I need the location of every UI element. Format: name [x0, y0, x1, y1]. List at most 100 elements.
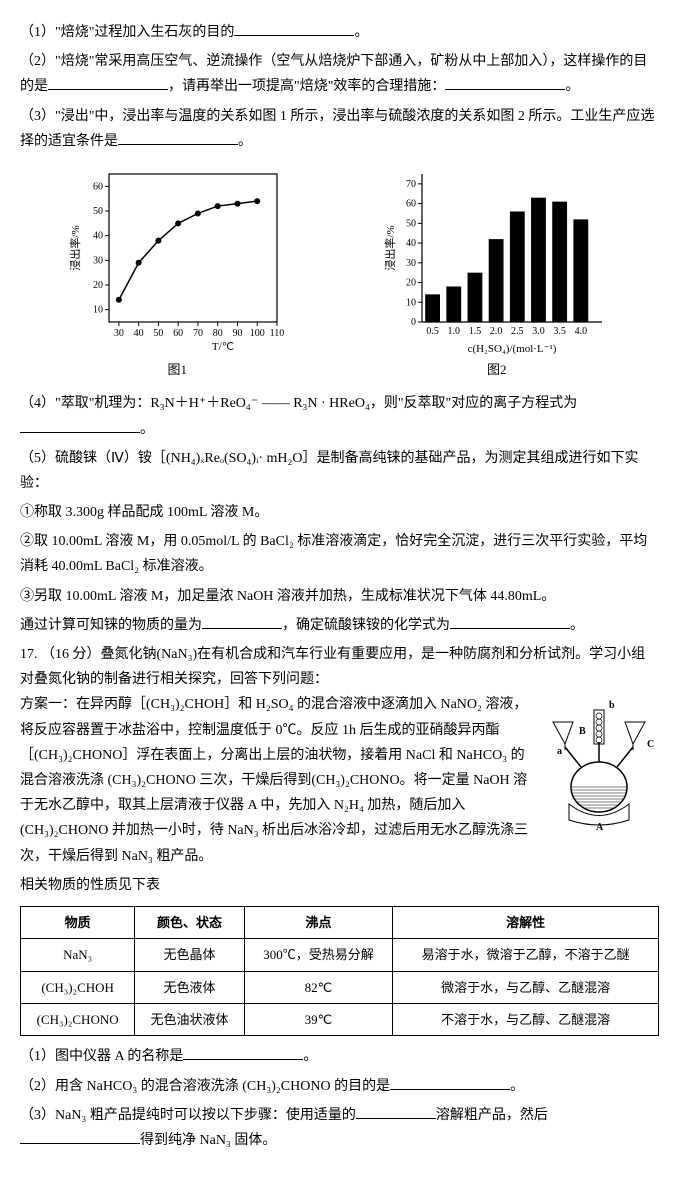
svg-text:50: 50: [154, 328, 164, 339]
question-5: （5）硫酸铼（Ⅳ）铵［(NH₄)ₓReₒ(SO₄)ᵢ· mH₂O］是制备高纯铼的…: [20, 446, 659, 496]
q17-3-blank2[interactable]: [20, 1129, 140, 1144]
table-row: (CH₃)₂CHOH无色液体82℃微溶于水，与乙醇、乙醚混溶: [21, 971, 659, 1003]
table-cell: 易溶于水，微溶于乙醇，不溶于乙醚: [393, 939, 659, 971]
svg-text:110: 110: [270, 328, 285, 339]
q4-blank[interactable]: [20, 418, 140, 433]
svg-text:100: 100: [250, 328, 265, 339]
table-header: 溶解性: [393, 906, 659, 938]
q17-scheme: 方案一：在异丙醇［(CH₃)₂CHOH］和 H₂SO₄ 的混合溶液中逐滴加入 N…: [20, 697, 528, 863]
q5-step3: ③另取 10.00mL 溶液 M，加足量浓 NaOH 溶液并加热，生成标准状况下…: [20, 584, 659, 609]
table-cell: 无色晶体: [135, 939, 244, 971]
svg-text:3.5: 3.5: [553, 326, 566, 337]
fig1-label: 图1: [167, 358, 187, 381]
svg-text:10: 10: [406, 297, 416, 308]
svg-text:40: 40: [93, 231, 103, 242]
table-cell: (CH₃)₂CHOH: [21, 971, 135, 1003]
question-1: （1）"焙烧"过程加入生石灰的目的。: [20, 20, 659, 45]
svg-text:b: b: [609, 700, 615, 711]
fig1-chart: 30405060708090100110102030405060T/℃浸出率/%: [67, 164, 287, 354]
table-header: 沸点: [244, 906, 393, 938]
question-17: 17. （16 分）叠氮化钠(NaN₃)在有机合成和汽车行业有重要应用，是一种防…: [20, 642, 659, 869]
properties-table: 物质颜色、状态沸点溶解性 NaN₃无色晶体300℃，受热易分解易溶于水，微溶于乙…: [20, 906, 659, 1037]
svg-text:C: C: [647, 739, 654, 750]
svg-text:80: 80: [213, 328, 223, 339]
svg-text:1.5: 1.5: [468, 326, 481, 337]
fig2-chart: 0.51.01.52.02.53.03.54.0010203040506070c…: [382, 164, 612, 354]
q5-4a-text: 通过计算可知铼的物质的量为: [20, 618, 202, 633]
svg-text:90: 90: [233, 328, 243, 339]
svg-text:30: 30: [406, 258, 416, 269]
question-3: （3）"浸出"中，浸出率与温度的关系如图 1 所示，浸出率与硫酸浓度的关系如图 …: [20, 104, 659, 154]
q1-text: （1）"焙烧"过程加入生石灰的目的: [20, 25, 234, 40]
svg-text:3.0: 3.0: [532, 326, 545, 337]
svg-text:c(H₂SO₄)/(mol·L⁻¹): c(H₂SO₄)/(mol·L⁻¹): [467, 343, 556, 354]
svg-text:a: a: [557, 746, 562, 757]
question-2: （2）"焙烧"常采用高压空气、逆流操作（空气从焙烧炉下部通入，矿粉从中上部加入）…: [20, 49, 659, 99]
svg-text:30: 30: [114, 328, 124, 339]
svg-text:70: 70: [406, 179, 416, 190]
q2-blank1[interactable]: [48, 75, 168, 90]
svg-text:40: 40: [406, 238, 416, 249]
q17-2-text: （2）用含 NaHCO₃ 的混合溶液洗涤 (CH₃)₂CHONO 的目的是: [20, 1079, 390, 1094]
q2b-text: ，请再举出一项提高"焙烧"效率的合理措施：: [168, 79, 445, 94]
svg-text:4.0: 4.0: [574, 326, 587, 337]
svg-text:60: 60: [93, 181, 103, 192]
svg-text:10: 10: [93, 305, 103, 316]
q5-step1: ①称取 3.300g 样品配成 100mL 溶液 M。: [20, 500, 659, 525]
svg-text:2.5: 2.5: [511, 326, 524, 337]
svg-text:0: 0: [411, 317, 416, 328]
svg-text:30: 30: [93, 255, 103, 266]
svg-text:40: 40: [134, 328, 144, 339]
table-row: NaN₃无色晶体300℃，受热易分解易溶于水，微溶于乙醇，不溶于乙醚: [21, 939, 659, 971]
table-cell: 微溶于水，与乙醇、乙醚混溶: [393, 971, 659, 1003]
table-header: 物质: [21, 906, 135, 938]
svg-text:60: 60: [406, 199, 416, 210]
table-cell: 无色液体: [135, 971, 244, 1003]
svg-text:60: 60: [173, 328, 183, 339]
svg-text:A: A: [596, 822, 604, 832]
q5-step2: ②取 10.00mL 溶液 M，用 0.05mol/L 的 BaCl₂ 标准溶液…: [20, 529, 659, 579]
q5-step4: 通过计算可知铼的物质的量为，确定硫酸铼铵的化学式为。: [20, 613, 659, 638]
svg-text:20: 20: [93, 280, 103, 291]
svg-text:20: 20: [406, 277, 416, 288]
q2-blank2[interactable]: [445, 75, 565, 90]
svg-text:70: 70: [193, 328, 203, 339]
svg-text:T/℃: T/℃: [212, 341, 234, 353]
q17-3a-text: （3）NaN₃ 粗产品提纯时可以按以下步骤：使用适量的: [20, 1108, 356, 1123]
svg-text:50: 50: [406, 218, 416, 229]
figures-row: 30405060708090100110102030405060T/℃浸出率/%…: [20, 164, 659, 381]
table-cell: 不溶于水，与乙醇、乙醚混溶: [393, 1004, 659, 1036]
q17-number: 17.: [20, 647, 38, 662]
q1-blank[interactable]: [234, 21, 354, 36]
figure-1: 30405060708090100110102030405060T/℃浸出率/%…: [67, 164, 287, 381]
q17-3b-text: 溶解粗产品，然后: [436, 1108, 548, 1123]
svg-text:B: B: [579, 726, 586, 737]
q17-3-blank1[interactable]: [356, 1104, 436, 1119]
table-row: (CH₃)₂CHONO无色油状液体39℃不溶于水，与乙醇、乙醚混溶: [21, 1004, 659, 1036]
q5-blank1[interactable]: [202, 614, 282, 629]
table-cell: 300℃，受热易分解: [244, 939, 393, 971]
q17-2-blank[interactable]: [390, 1075, 510, 1090]
svg-text:浸出率/%: 浸出率/%: [68, 225, 82, 270]
table-cell: 无色油状液体: [135, 1004, 244, 1036]
q17-intro: （16 分）叠氮化钠(NaN₃)在有机合成和汽车行业有重要应用，是一种防腐剂和分…: [20, 647, 645, 687]
q17-3c-text: 得到纯净 NaN₃ 固体。: [140, 1133, 276, 1148]
q17-sub1: （1）图中仪器 A 的名称是。: [20, 1044, 659, 1069]
table-header: 颜色、状态: [135, 906, 244, 938]
svg-text:浸出率/%: 浸出率/%: [383, 225, 397, 270]
q17-1-blank[interactable]: [183, 1045, 303, 1060]
q17-table-caption: 相关物质的性质见下表: [20, 873, 659, 898]
table-cell: 39℃: [244, 1004, 393, 1036]
svg-text:2.0: 2.0: [490, 326, 503, 337]
table-cell: 82℃: [244, 971, 393, 1003]
question-4: （4）"萃取"机理为：R₃N＋H⁺＋ReO₄⁻ —— R₃N · HReO₄，则…: [20, 391, 659, 441]
q17-1-text: （1）图中仪器 A 的名称是: [20, 1049, 183, 1064]
q5-blank2[interactable]: [450, 614, 570, 629]
q5-4b-text: ，确定硫酸铼铵的化学式为: [282, 618, 450, 633]
table-cell: (CH₃)₂CHONO: [21, 1004, 135, 1036]
figure-2: 0.51.01.52.02.53.03.54.0010203040506070c…: [382, 164, 612, 381]
fig2-label: 图2: [487, 358, 507, 381]
svg-text:1.0: 1.0: [447, 326, 460, 337]
q3-blank[interactable]: [118, 130, 238, 145]
q3a-text: （3）"浸出"中，浸出率与温度的关系如图 1 所示，浸出率与硫酸浓度的关系如图 …: [20, 109, 654, 149]
